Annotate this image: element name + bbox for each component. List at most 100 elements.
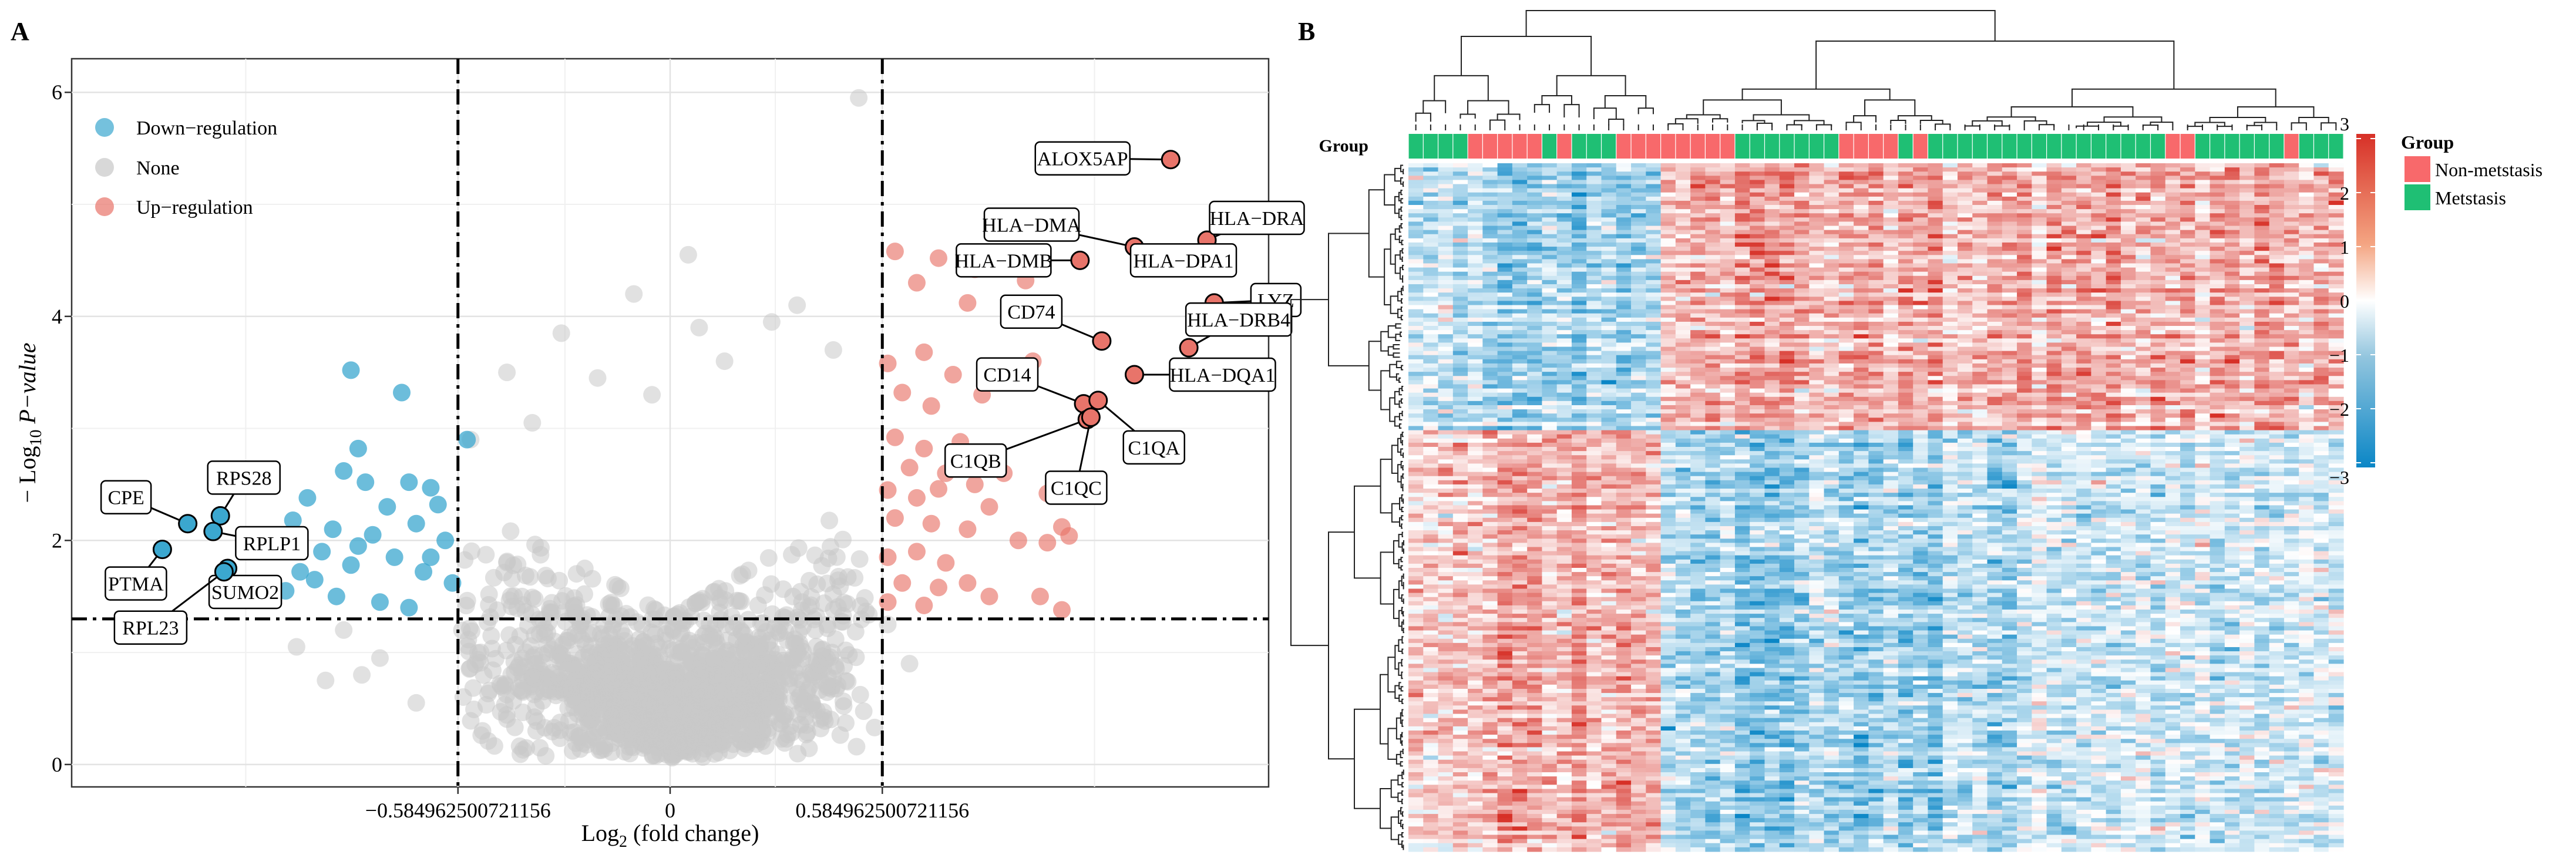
heatmap-cell bbox=[1571, 192, 1587, 197]
heatmap-cell bbox=[2165, 301, 2181, 306]
heatmap-cell bbox=[1898, 217, 1913, 223]
point-none bbox=[505, 692, 523, 710]
heatmap-cell bbox=[1734, 176, 1750, 181]
heatmap-cell bbox=[1972, 305, 1988, 310]
heatmap-cell bbox=[1527, 292, 1543, 297]
heatmap-cell bbox=[1913, 351, 1929, 356]
heatmap-cell bbox=[1468, 326, 1483, 331]
heatmap-cell bbox=[2046, 321, 2062, 327]
heatmap-cell bbox=[1898, 284, 1913, 289]
heatmap-cell bbox=[1527, 346, 1543, 352]
heatmap-cell bbox=[2269, 225, 2285, 231]
heatmap-cell bbox=[1942, 213, 1958, 218]
heatmap-cell bbox=[1438, 301, 1454, 306]
heatmap-cell bbox=[1571, 301, 1587, 306]
heatmap-cell bbox=[2120, 321, 2136, 327]
heatmap-cell bbox=[1942, 305, 1958, 310]
heatmap-cell bbox=[1616, 167, 1632, 172]
heatmap-cell bbox=[1957, 267, 1973, 272]
heatmap-cell bbox=[1764, 221, 1780, 227]
heatmap-cell bbox=[1690, 280, 1706, 285]
heatmap-cell bbox=[1586, 167, 1602, 172]
heatmap-cell bbox=[1705, 255, 1721, 260]
heatmap-cell bbox=[1482, 351, 1498, 356]
heatmap-cell bbox=[2239, 192, 2255, 197]
heatmap-cell bbox=[1809, 188, 1825, 193]
heatmap-cell bbox=[2136, 309, 2151, 314]
heatmap-cell bbox=[2136, 263, 2151, 268]
point-up bbox=[893, 383, 912, 402]
heatmap-cell bbox=[2195, 330, 2211, 335]
heatmap-cell bbox=[2017, 263, 2032, 268]
heatmap-cell bbox=[2299, 247, 2315, 251]
heatmap-cell bbox=[1750, 338, 1765, 344]
heatmap-cell bbox=[1423, 275, 1439, 281]
heatmap-cell bbox=[1883, 221, 1899, 227]
point-none bbox=[503, 597, 521, 615]
heatmap-cell bbox=[2284, 251, 2299, 255]
heatmap-cell bbox=[1957, 196, 1973, 201]
heatmap-cell bbox=[1646, 275, 1662, 281]
heatmap-cell bbox=[1586, 184, 1602, 189]
heatmap-cell bbox=[1809, 221, 1825, 227]
heatmap-cell bbox=[1838, 297, 1854, 301]
heatmap-cell bbox=[1631, 288, 1646, 293]
heatmap-cell bbox=[1854, 217, 1869, 223]
heatmap-cell bbox=[1497, 209, 1513, 214]
heatmap-cell bbox=[1571, 313, 1587, 318]
group-annotation-cell bbox=[1854, 134, 1869, 159]
heatmap-cell bbox=[2017, 167, 2032, 172]
heatmap-cell bbox=[1408, 309, 1424, 314]
heatmap-cell bbox=[1794, 259, 1810, 264]
heatmap-cell bbox=[1646, 284, 1662, 289]
heatmap-cell bbox=[1838, 188, 1854, 193]
heatmap-cell bbox=[2046, 346, 2062, 352]
heatmap-cell bbox=[1957, 255, 1973, 260]
heatmap-cell bbox=[1675, 297, 1691, 301]
heatmap-cell bbox=[1868, 205, 1884, 210]
heatmap-cell bbox=[1408, 346, 1424, 352]
heatmap-cell bbox=[1987, 338, 2003, 344]
heatmap-cell bbox=[1883, 267, 1899, 272]
heatmap-cell bbox=[2091, 263, 2107, 268]
heatmap-cell bbox=[1750, 167, 1765, 172]
heatmap-cell bbox=[1660, 313, 1676, 318]
heatmap-cell bbox=[2136, 188, 2151, 193]
heatmap-cell bbox=[2032, 247, 2047, 251]
heatmap-cell bbox=[1913, 213, 1929, 218]
heatmap-cell bbox=[1571, 305, 1587, 310]
heatmap-cell bbox=[2091, 255, 2107, 260]
point-none bbox=[774, 711, 792, 729]
heatmap-cell bbox=[1898, 301, 1913, 306]
heatmap-cell bbox=[1838, 176, 1854, 181]
heatmap-cell bbox=[2195, 163, 2211, 168]
heatmap-cell bbox=[2032, 192, 2047, 197]
point-none bbox=[637, 668, 655, 686]
heatmap-cell bbox=[1616, 288, 1632, 293]
heatmap-cell bbox=[1556, 196, 1572, 201]
heatmap-cell bbox=[2195, 200, 2211, 206]
heatmap-cell bbox=[1809, 301, 1825, 306]
heatmap-cell bbox=[1928, 321, 1943, 327]
heatmap-cell bbox=[1408, 317, 1424, 322]
point-none bbox=[586, 681, 604, 699]
heatmap-cell bbox=[1452, 321, 1468, 327]
heatmap-cell bbox=[1868, 267, 1884, 272]
heatmap-cell bbox=[1497, 167, 1513, 172]
heatmap-cell bbox=[2165, 271, 2181, 277]
heatmap-cell bbox=[2299, 221, 2315, 227]
heatmap-cell bbox=[1913, 263, 1929, 268]
heatmap-cell bbox=[1928, 167, 1943, 172]
heatmap-cell bbox=[1942, 292, 1958, 297]
group-annotation-cell bbox=[1750, 134, 1765, 159]
heatmap-cell bbox=[1883, 330, 1899, 335]
heatmap-cell bbox=[1542, 192, 1558, 197]
heatmap-cell bbox=[2180, 309, 2195, 314]
group-annotation-cell bbox=[1794, 134, 1810, 159]
heatmap-cell bbox=[2284, 275, 2299, 281]
heatmap-cell bbox=[1452, 176, 1468, 181]
heatmap-cell bbox=[1794, 321, 1810, 327]
heatmap-cell bbox=[1468, 188, 1483, 193]
heatmap-cell bbox=[1898, 176, 1913, 181]
highlight-point bbox=[152, 540, 172, 560]
